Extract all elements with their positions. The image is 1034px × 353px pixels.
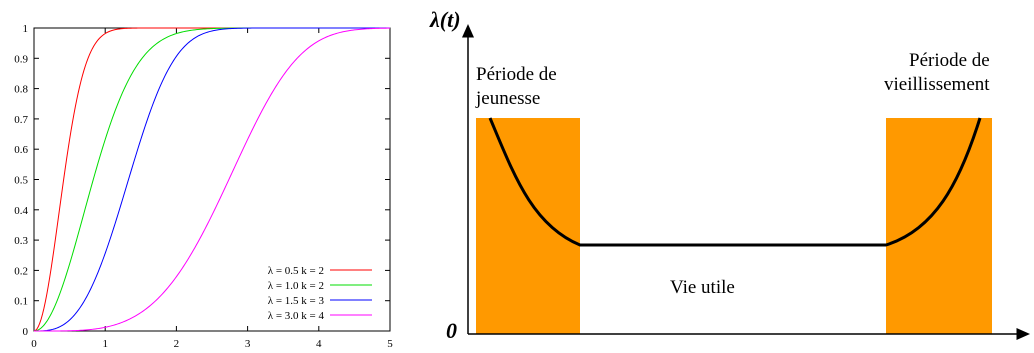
x-tick-label: 0 xyxy=(31,338,37,350)
bathtub-curve-diagram: λ(t) 0 Période de jeunesse Vie utile Pér… xyxy=(424,0,1034,353)
legend-label: λ = 1.5 k = 3 xyxy=(268,295,325,307)
y-tick-label: 0.2 xyxy=(14,265,28,277)
x-tick-label: 3 xyxy=(245,338,251,350)
legend-label: λ = 0.5 k = 2 xyxy=(268,265,324,277)
useful-life-label: Vie utile xyxy=(670,277,735,298)
x-tick-label: 4 xyxy=(316,338,322,350)
aging-label-line2: vieillissement xyxy=(884,74,990,95)
y-tick-label: 0 xyxy=(23,326,29,338)
weibull-cdf-svg: 0 1 2 3 4 5 0 0.1 0.2 0.3 0.4 0.5 0.6 0.7 0.8 0.9 1 λ = … xyxy=(14,23,393,350)
legend-label: λ = 3.0 k = 4 xyxy=(268,310,325,322)
series-line xyxy=(33,27,390,332)
y-tick-label: 0.9 xyxy=(14,53,28,65)
legend-label: λ = 1.0 k = 2 xyxy=(268,280,324,292)
y-tick-label: 0.8 xyxy=(14,84,28,96)
x-tick-label: 2 xyxy=(174,338,180,350)
aging-period-region xyxy=(886,118,992,334)
series-line xyxy=(34,27,390,332)
plot-frame xyxy=(33,27,391,332)
y-tick-label: 0.6 xyxy=(14,144,28,156)
failure-rate-curve xyxy=(488,117,982,247)
series-line xyxy=(34,27,391,332)
series-line xyxy=(33,27,390,332)
youth-label-line2: jeunesse xyxy=(475,88,540,109)
origin-label: 0 xyxy=(446,318,457,343)
youth-label-line1: Période de xyxy=(476,64,557,85)
y-tick-label: 0.5 xyxy=(14,175,28,187)
aging-label-line1: Période de xyxy=(909,50,990,71)
x-tick-label: 1 xyxy=(102,338,108,350)
youth-period-region xyxy=(476,118,580,334)
y-axis-label: λ(t) xyxy=(429,7,461,32)
y-tick-label: 1 xyxy=(23,23,29,35)
x-tick-label: 5 xyxy=(387,338,393,350)
bathtub-svg: λ(t) 0 Période de jeunesse Vie utile Pér… xyxy=(429,7,1030,343)
y-tick-label: 0.1 xyxy=(14,296,28,308)
y-tick-label: 0.4 xyxy=(14,205,28,217)
weibull-cdf-chart: 0 1 2 3 4 5 0 0.1 0.2 0.3 0.4 0.5 0.6 0.7 0.8 0.9 1 λ = … xyxy=(0,0,400,353)
y-tick-label: 0.3 xyxy=(14,235,28,247)
y-tick-label: 0.7 xyxy=(14,114,28,126)
